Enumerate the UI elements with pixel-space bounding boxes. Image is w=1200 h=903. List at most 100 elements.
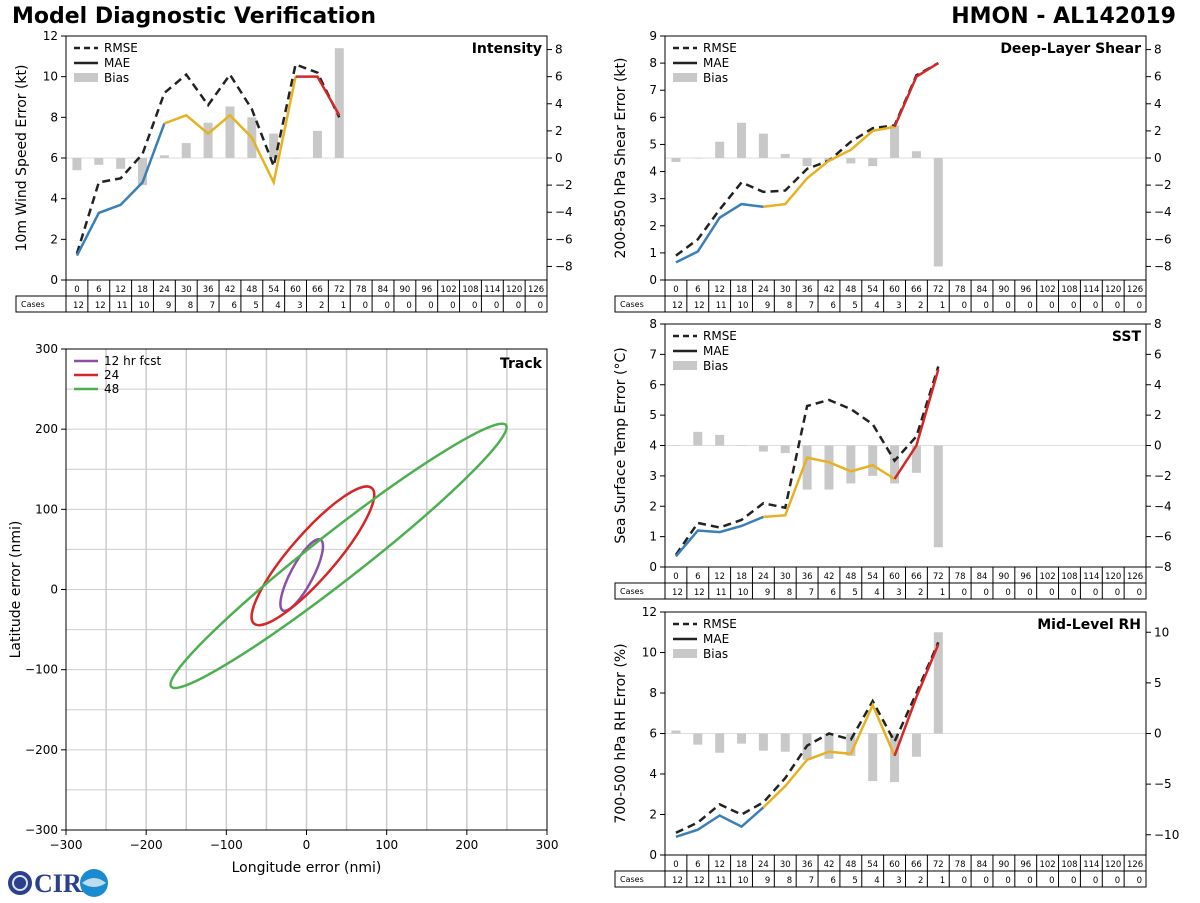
x-tick-label: 300 [536,838,559,852]
y2-tick-label: 8 [555,43,563,57]
bias-bar [94,158,104,165]
x-tick-label: −200 [130,838,163,852]
y-tick-label: 300 [35,342,58,356]
mae-line [163,76,297,187]
cases-value: 0 [1027,588,1032,598]
storm-id-title: HMON - AL142019 [951,4,1176,29]
legend-bias-label: Bias [703,71,728,85]
track-ellipse [169,422,508,690]
cases-value: 4 [275,301,280,311]
cases-value: 0 [962,588,967,598]
cases-value: 0 [363,301,368,311]
legend-rmse-label: RMSE [703,329,737,343]
lead-label: 60 [290,285,301,295]
bias-bar [138,158,148,186]
lead-label: 120 [506,285,522,295]
cases-value: 4 [874,876,879,886]
panel-title: Track [500,356,543,372]
lead-label: 60 [889,860,900,870]
lead-label: 120 [1105,285,1121,295]
y2-tick-label: 8 [1154,317,1162,331]
y-tick-label: 8 [649,317,657,331]
cases-value: 8 [787,588,792,598]
lead-label: 126 [528,285,544,295]
bias-bar [758,445,768,452]
track-panel: −300 −200 −100 0 100 200 300 −300 −200 −100 0 100 20… [8,342,558,876]
lead-label: 90 [998,285,1009,295]
lead-label: 72 [933,572,944,582]
lead-label: 6 [695,572,700,582]
cases-value: 2 [319,301,324,311]
cases-value: 0 [984,876,989,886]
cases-value: 0 [1137,876,1142,886]
mae-line [763,125,895,209]
y-tick-label: 8 [50,110,58,124]
lead-label: 6 [96,285,101,295]
bias-bar [846,158,856,164]
bias-bar [758,133,768,158]
lead-label: 30 [780,572,791,582]
y2-tick-label: 4 [555,97,563,111]
lead-label: 84 [378,285,389,295]
lead-label: 0 [673,572,678,582]
y-axis-label: Sea Surface Temp Error (°C) [613,347,629,543]
bias-bar [780,445,790,454]
mae-line [763,456,896,519]
y-tick-label: −100 [25,663,58,677]
lead-label: 102 [1039,572,1055,582]
bias-bar [715,141,725,158]
lead-label: 108 [1061,572,1077,582]
lead-label: 78 [955,860,966,870]
cases-value: 0 [1071,876,1076,886]
cases-value: 11 [716,301,727,311]
y2-tick-label: 2 [1154,124,1162,138]
bias-bar [671,445,681,446]
legend-bias-swatch [74,73,98,82]
lead-label: 12 [714,285,725,295]
y-tick-label: 2 [649,808,657,822]
bias-bar [334,48,344,159]
bias-bar [780,153,790,158]
lead-label: 84 [977,285,988,295]
y-tick-label: 6 [649,378,657,392]
lead-label: 66 [911,572,922,582]
bias-bar [802,445,812,490]
y-tick-label: 4 [649,165,657,179]
bias-bar [693,733,703,745]
cases-value: 8 [787,301,792,311]
lead-label: 120 [1105,572,1121,582]
y-tick-label: 0 [649,560,657,574]
lead-label: 30 [780,285,791,295]
cases-value: 9 [765,876,770,886]
legend-bias-swatch [673,73,697,82]
lead-label: 60 [889,572,900,582]
y2-tick-label: 5 [1154,676,1162,690]
bias-bar [693,158,703,159]
y2-tick-label: −10 [1154,828,1179,842]
legend-mae-label: MAE [703,632,729,646]
legend-mae-label: MAE [104,56,130,70]
cases-value: 12 [672,588,683,598]
cases-value: 0 [1071,588,1076,598]
lead-label: 78 [955,285,966,295]
y2-tick-label: 2 [555,124,563,138]
cases-value: 8 [787,876,792,886]
x-tick-label: 200 [455,838,478,852]
lead-label: 12 [714,572,725,582]
y2-tick-label: 10 [1154,625,1169,639]
cases-value: 0 [538,301,543,311]
y2-tick-label: −4 [1154,205,1172,219]
y2-tick-label: −6 [1154,232,1172,246]
track-ellipse [250,485,376,627]
lead-label: 12 [115,285,126,295]
lead-label: 66 [911,285,922,295]
y-tick-label: 0 [50,583,58,597]
y-tick-label: 2 [649,219,657,233]
cases-value: 10 [738,301,749,311]
y2-tick-label: 6 [1154,347,1162,361]
cases-value: 0 [1115,588,1120,598]
y-tick-label: 6 [50,151,58,165]
cases-value: 0 [1115,301,1120,311]
bias-bar [911,151,921,158]
y2-tick-label: 0 [1154,439,1162,453]
